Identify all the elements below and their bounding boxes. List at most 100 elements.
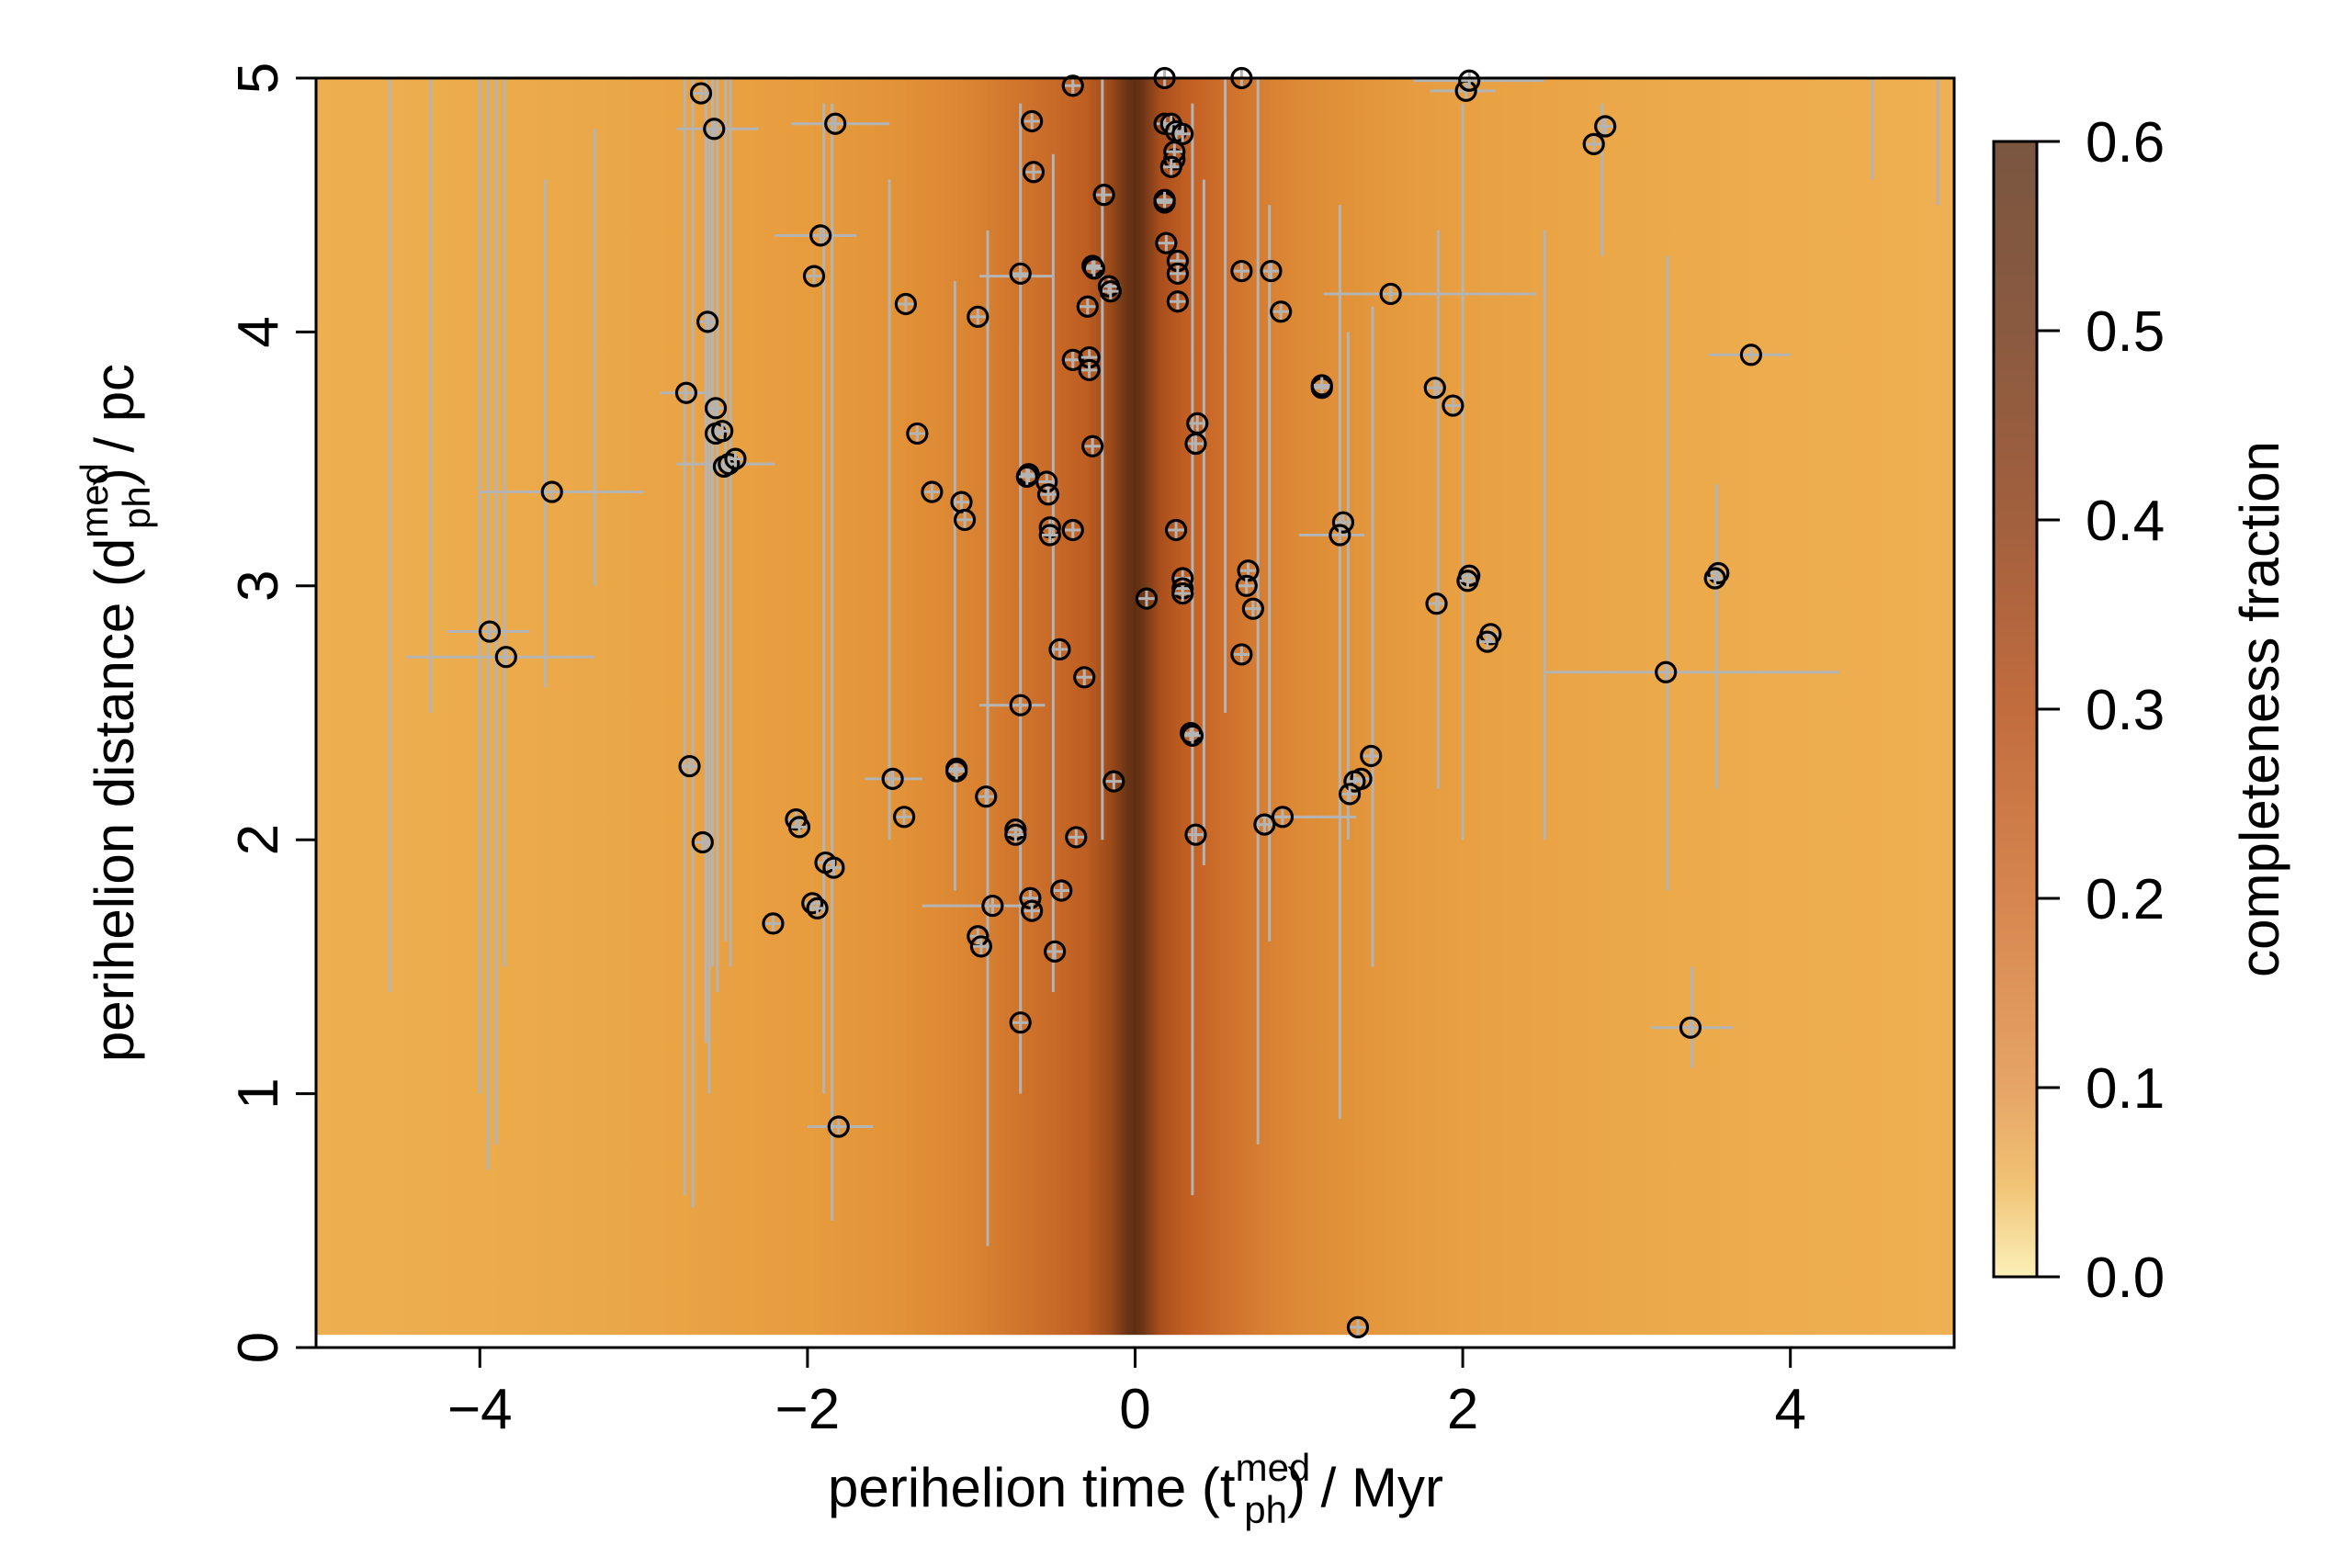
data-point [1004, 823, 1027, 846]
data-point [540, 480, 563, 503]
data-point [1456, 570, 1479, 592]
data-point [1360, 744, 1383, 768]
data-point [1230, 643, 1253, 666]
colorbar-tick-label: 0.0 [2086, 1247, 2165, 1310]
data-point [1102, 770, 1125, 793]
data-point [953, 508, 977, 532]
data-point [1076, 295, 1099, 318]
data-point [1235, 574, 1258, 597]
data-point [1035, 470, 1058, 493]
data-point [1038, 524, 1061, 547]
data-point [1050, 879, 1073, 902]
data-point [478, 620, 502, 643]
colorbar-tick-label: 0.6 [2086, 111, 2165, 175]
data-point [1425, 592, 1448, 615]
data-point [1253, 813, 1276, 836]
x-tick-label: −2 [775, 1378, 841, 1441]
data-point [1082, 257, 1106, 280]
data-point [921, 480, 944, 503]
data-points [478, 66, 1763, 1338]
data-point [1171, 581, 1194, 605]
y-tick-label: 0 [227, 1332, 290, 1363]
data-point [1423, 377, 1446, 400]
data-point [691, 830, 714, 854]
data-point [1163, 141, 1186, 164]
data-point [1099, 280, 1122, 303]
data-point [674, 381, 698, 404]
colorbar-tick-label: 0.4 [2086, 490, 2165, 553]
data-point [1166, 290, 1189, 313]
data-point [1065, 826, 1088, 849]
data-point [762, 912, 785, 935]
data-point [1048, 637, 1071, 661]
data-point [724, 447, 747, 470]
data-point [1655, 660, 1678, 683]
completeness-heatmap [316, 78, 1954, 1336]
data-point [1703, 567, 1726, 590]
data-point [787, 816, 811, 839]
data-point [1092, 184, 1115, 207]
data-point [1009, 1011, 1032, 1034]
data-point [1081, 434, 1104, 457]
data-point [906, 422, 929, 446]
data-point [1135, 587, 1159, 610]
data-point [1338, 783, 1362, 806]
x-tick-label: 4 [1774, 1378, 1805, 1441]
data-point [1442, 394, 1464, 417]
data-point [1331, 511, 1355, 534]
data-point [981, 894, 1004, 918]
data-point [1009, 262, 1032, 285]
data-point [1044, 940, 1067, 963]
data-point [1164, 518, 1188, 542]
data-point [1061, 518, 1084, 542]
data-point [1021, 109, 1044, 133]
y-tick-label: 5 [227, 62, 290, 94]
data-point [1155, 231, 1178, 254]
data-point [678, 754, 701, 778]
data-point [822, 856, 845, 879]
data-point [703, 118, 726, 141]
data-point [1582, 132, 1605, 155]
data-point [1310, 374, 1333, 397]
colorbar-tick-label: 0.3 [2086, 679, 2165, 742]
data-point [1061, 74, 1084, 97]
colorbar-tick-label: 0.1 [2086, 1057, 2165, 1121]
data-point [806, 897, 829, 919]
data-point [1230, 259, 1253, 283]
data-point [1270, 300, 1293, 323]
colorbar [1992, 140, 2039, 1279]
colorbar-tick-label: 0.5 [2086, 300, 2165, 364]
data-point [1679, 1016, 1702, 1039]
x-axis-title: perihelion time (tmed ph) / Myr [828, 1446, 1443, 1531]
data-point [1329, 524, 1351, 547]
colorbar-label: completeness fraction [2229, 441, 2290, 977]
data-point [1153, 188, 1176, 211]
data-point [802, 265, 826, 288]
data-point [1260, 259, 1283, 283]
x-tick-label: −4 [447, 1378, 513, 1441]
data-point [801, 892, 824, 915]
y-tick-label: 1 [227, 1077, 290, 1109]
data-point [704, 397, 728, 420]
y-tick-label: 2 [227, 824, 290, 855]
data-point [1021, 899, 1044, 922]
y-axis-title: perihelion distance (dmedph) / pc [73, 364, 158, 1062]
data-point [975, 785, 998, 808]
data-point [718, 453, 741, 476]
data-point [827, 1115, 850, 1138]
data-point [967, 305, 989, 328]
data-point [1171, 122, 1194, 145]
data-point [1271, 806, 1295, 829]
data-point [1184, 432, 1207, 456]
data-point [494, 646, 517, 669]
data-point [892, 806, 916, 829]
data-point [1015, 465, 1038, 489]
data-point [1458, 69, 1481, 92]
data-point [1073, 666, 1096, 689]
y-tick-label: 4 [227, 316, 290, 347]
data-point [809, 224, 832, 247]
colorbar-ticks: 0.0 0.1 0.2 0.3 0.4 0.5 0.6 [2037, 111, 2165, 1310]
data-point [881, 767, 904, 790]
data-point [1181, 724, 1204, 747]
